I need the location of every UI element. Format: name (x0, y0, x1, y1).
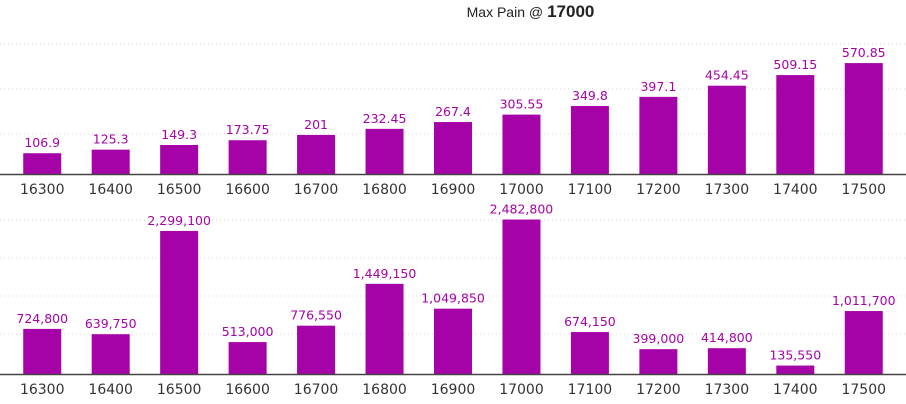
data-label-17500: 1,011,700 (832, 293, 896, 308)
bar-17400 (776, 75, 815, 174)
x-tick-label-17100: 17100 (568, 382, 613, 398)
bar-16600 (228, 140, 267, 174)
bar-16300 (23, 153, 62, 174)
x-tick-label-16600: 16600 (225, 182, 270, 198)
bottom-bar-chart: 724,800 16300 639,750 16400 2,299,100 16500 51… (0, 204, 906, 398)
bar-17500 (844, 63, 883, 175)
data-label-16900: 1,049,850 (421, 291, 485, 306)
x-tick-label-16600: 16600 (225, 382, 270, 398)
x-tick-label-16300: 16300 (20, 182, 65, 198)
bar-17100 (570, 106, 609, 174)
bar-16500 (160, 230, 199, 374)
data-label-17500: 570.85 (842, 45, 886, 60)
bar-16300 (23, 328, 62, 374)
x-tick-label-16400: 16400 (88, 382, 133, 398)
bar-16900 (434, 122, 472, 174)
x-tick-label-16800: 16800 (362, 182, 407, 198)
x-tick-label-17500: 17500 (841, 382, 886, 398)
data-label-16300: 724,800 (16, 311, 68, 326)
x-tick-label-16700: 16700 (294, 182, 339, 198)
bar-16800 (365, 128, 404, 174)
data-label-16900: 267.4 (435, 104, 471, 119)
bar-16700 (297, 325, 336, 374)
data-label-16500: 149.3 (161, 127, 197, 142)
bar-17200 (639, 349, 678, 374)
x-tick-label-17300: 17300 (705, 382, 750, 398)
x-tick-label-17000: 17000 (499, 182, 544, 198)
data-label-16400: 639,750 (85, 316, 137, 331)
x-tick-label-16400: 16400 (88, 182, 133, 198)
max-pain-title: Max Pain @17000 (0, 0, 906, 24)
data-label-16500: 2,299,100 (147, 213, 211, 228)
x-tick-label-16500: 16500 (157, 382, 202, 398)
x-tick-label-17300: 17300 (705, 182, 750, 198)
bar-16600 (228, 342, 267, 374)
data-label-17400: 135,550 (769, 348, 821, 363)
data-label-16800: 1,449,150 (353, 266, 417, 281)
x-tick-label-17100: 17100 (568, 182, 613, 198)
x-tick-label-16300: 16300 (20, 382, 65, 398)
x-tick-label-17200: 17200 (636, 182, 681, 198)
bar-16400 (91, 334, 130, 374)
bar-17300 (707, 348, 746, 374)
bar-17000 (502, 114, 541, 174)
data-label-17400: 509.15 (773, 57, 817, 72)
data-label-17200: 397.1 (640, 79, 676, 94)
max-pain-label: Max Pain @ (466, 4, 544, 20)
x-tick-label-17400: 17400 (773, 382, 818, 398)
max-pain-value: 17000 (547, 2, 595, 21)
x-tick-label-16500: 16500 (157, 182, 202, 198)
x-tick-label-17400: 17400 (773, 182, 818, 198)
x-tick-label-17000: 17000 (499, 382, 544, 398)
bar-16400 (91, 149, 130, 174)
top-bar-chart: 106.9 16300 125.3 16400 149.3 16500 173.75 1660… (0, 43, 906, 198)
bar-16700 (297, 134, 336, 174)
x-tick-label-17500: 17500 (841, 182, 886, 198)
data-label-17200: 399,000 (633, 331, 685, 346)
data-label-17300: 454.45 (705, 68, 749, 83)
data-label-16700: 776,550 (290, 308, 342, 323)
bar-16800 (365, 283, 404, 374)
data-label-17100: 349.8 (572, 88, 608, 103)
x-tick-label-16800: 16800 (362, 382, 407, 398)
data-label-17000: 305.55 (500, 97, 544, 112)
x-tick-label-16900: 16900 (431, 182, 476, 198)
data-label-17300: 414,800 (701, 330, 753, 345)
data-label-17000: 2,482,800 (490, 204, 554, 217)
data-label-16300: 106.9 (24, 135, 60, 150)
bar-17300 (707, 85, 746, 174)
data-label-16400: 125.3 (93, 132, 129, 147)
bar-17400 (776, 365, 815, 374)
x-tick-label-16900: 16900 (431, 382, 476, 398)
data-label-17100: 674,150 (564, 314, 616, 329)
bar-17100 (570, 332, 609, 374)
data-label-16600: 173.75 (226, 122, 270, 137)
x-tick-label-17200: 17200 (636, 382, 681, 398)
bar-16500 (160, 144, 199, 174)
bar-17500 (844, 311, 883, 374)
data-label-16800: 232.45 (363, 111, 407, 126)
bar-17000 (502, 219, 541, 374)
data-label-16600: 513,000 (222, 324, 274, 339)
bar-16900 (434, 308, 472, 374)
data-label-16700: 201 (304, 117, 328, 132)
x-tick-label-16700: 16700 (294, 382, 339, 398)
bar-17200 (639, 96, 678, 174)
